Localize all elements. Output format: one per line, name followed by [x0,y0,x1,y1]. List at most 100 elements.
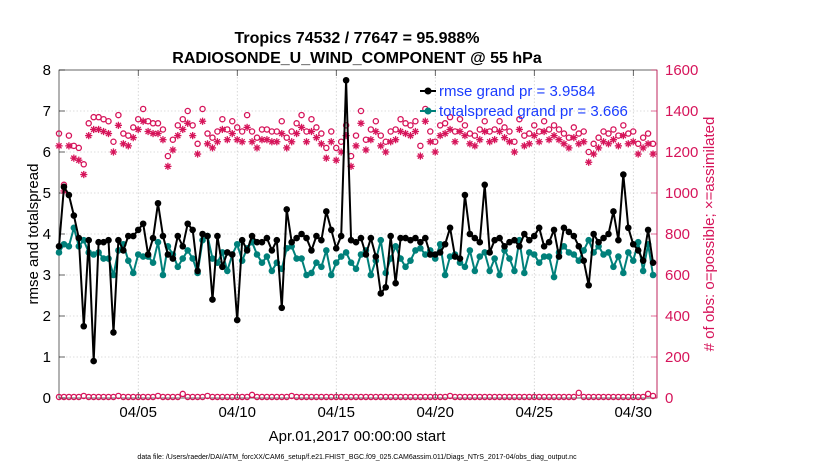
obs-possible-point [105,118,112,125]
obs-assimilated-point [164,162,172,170]
series-point [80,236,88,244]
series-point [263,234,271,242]
obs-assimilated-point [560,140,568,148]
obs-assimilated-point [614,142,622,150]
series-point [422,251,429,258]
obs-possible-point [427,128,434,135]
obs-assimilated-point [590,150,598,158]
obs-assimilated-point [594,144,603,152]
obs-assimilated-point [129,134,137,142]
series-point [65,243,73,250]
series-point [224,267,231,275]
series-point [620,269,627,277]
obs-assimilated-point [461,132,469,140]
obs-assimilated-point [293,129,301,138]
series-point [134,251,142,258]
obs-possible-point [199,105,206,113]
obs-assimilated-point [65,142,73,150]
series-point [209,296,216,303]
series-point [75,234,83,242]
series-point [545,253,553,260]
series-point [298,230,305,238]
obs-possible-point [506,128,513,135]
series-point [615,253,622,260]
series-point [491,236,498,244]
obs-possible-point [639,134,647,141]
obs-assimilated-point [471,142,479,150]
obs-possible-point [570,393,578,401]
obs-assimilated-point [312,134,321,142]
obs-possible-point [417,142,424,150]
series-point [174,232,182,240]
obs-assimilated-point [75,156,83,164]
obs-possible-point [238,128,246,135]
series-point [337,232,345,240]
series-point [525,236,533,244]
obs-assimilated-point [491,136,499,144]
obs-possible-point [481,118,488,125]
series-point [308,269,315,277]
series-point [639,257,647,264]
series-point [253,251,261,258]
series-point [605,249,612,256]
series-point [550,226,558,234]
series-point [179,243,187,250]
series-point [644,226,652,234]
obs-possible-point [184,107,191,115]
series-point [634,247,642,254]
obs-assimilated-point [248,138,256,146]
series-point [560,243,568,250]
series-point [412,234,419,242]
obs-possible-point [179,390,187,398]
series-point [179,255,187,262]
obs-assimilated-point [446,125,454,134]
series-point [402,234,409,242]
series-point [575,257,583,264]
obs-possible-point [644,130,652,137]
obs-assimilated-point [609,136,618,144]
obs-assimilated-point [392,136,400,144]
obs-possible-point [595,134,602,141]
series-point [575,243,583,250]
obs-assimilated-point [649,150,657,158]
obs-possible-point [110,138,117,145]
series-point [129,269,137,277]
obs-possible-point [501,124,508,131]
series-point [318,236,325,244]
series-point [154,199,162,207]
series-point [189,226,196,234]
series-point [530,232,538,240]
series-point [521,230,528,238]
y-tick-label: 1 [43,349,51,366]
obs-assimilated-point [223,136,231,144]
obs-assimilated-point [114,121,123,129]
obs-assimilated-point [90,125,98,134]
series-point [516,243,523,250]
series-point [471,234,479,242]
series-point [461,263,469,271]
obs-possible-point [407,122,414,129]
obs-possible-point [456,115,464,123]
obs-assimilated-point [441,129,449,138]
series-point [332,259,340,267]
x-tick-label: 04/20 [416,404,454,421]
obs-possible-point [169,136,177,143]
obs-assimilated-point [194,150,202,158]
series-point [456,255,464,262]
obs-possible-point [233,124,241,131]
obs-possible-point [332,144,340,152]
obs-assimilated-point [154,129,162,138]
obs-possible-point [278,118,286,125]
y-tick-label-right: 200 [665,349,690,366]
series-point [115,236,122,244]
series-point [347,259,355,267]
series-point [258,259,266,267]
obs-possible-point [219,115,226,123]
obs-assimilated-point [629,138,637,146]
obs-count-series [55,105,657,401]
series-point [184,220,192,228]
obs-assimilated-point [411,127,420,136]
series-point [194,267,201,275]
series-point [362,251,370,258]
obs-assimilated-point [377,142,385,150]
